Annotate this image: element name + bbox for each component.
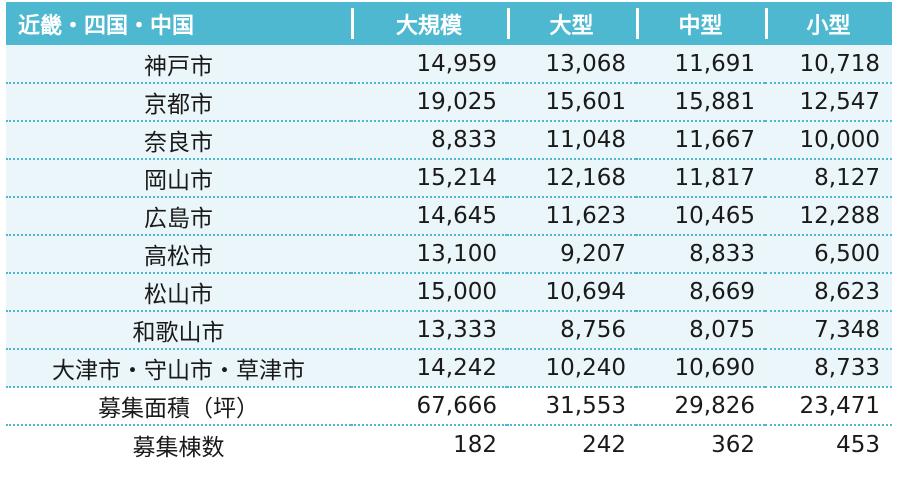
cell-large: 11,048: [507, 121, 636, 160]
cell-medium: 11,667: [636, 121, 765, 160]
header-small: 小型: [765, 2, 892, 45]
row-name: 奈良市: [6, 121, 351, 160]
cell-small: 23,471: [765, 387, 892, 426]
cell-large-scale: 8,833: [351, 121, 507, 160]
cell-small: 10,718: [765, 45, 892, 84]
table-row: 高松市 13,100 9,207 8,833 6,500: [6, 235, 892, 274]
cell-small: 8,733: [765, 349, 892, 388]
cell-medium: 8,833: [636, 235, 765, 274]
table-row: 大津市・守山市・草津市 14,242 10,240 10,690 8,733: [6, 349, 892, 388]
row-name: 高松市: [6, 235, 351, 274]
cell-large: 10,240: [507, 349, 636, 388]
cell-large: 8,756: [507, 311, 636, 350]
row-name: 京都市: [6, 83, 351, 122]
row-name: 神戸市: [6, 45, 351, 84]
cell-medium: 10,690: [636, 349, 765, 388]
cell-large-scale: 67,666: [351, 387, 507, 426]
table-row: 和歌山市 13,333 8,756 8,075 7,348: [6, 311, 892, 350]
row-name: 岡山市: [6, 159, 351, 198]
cell-large-scale: 13,100: [351, 235, 507, 274]
cell-large-scale: 182: [351, 425, 507, 463]
cell-large-scale: 13,333: [351, 311, 507, 350]
header-large: 大型: [507, 2, 636, 45]
cell-large-scale: 14,242: [351, 349, 507, 388]
cell-large: 13,068: [507, 45, 636, 84]
row-name: 募集棟数: [6, 425, 351, 463]
cell-small: 12,288: [765, 197, 892, 236]
cell-small: 8,623: [765, 273, 892, 312]
cell-medium: 11,691: [636, 45, 765, 84]
cell-large-scale: 14,959: [351, 45, 507, 84]
header-large-scale: 大規模: [351, 2, 507, 45]
table-row: 奈良市 8,833 11,048 11,667 10,000: [6, 121, 892, 160]
cell-small: 10,000: [765, 121, 892, 160]
cell-medium: 8,075: [636, 311, 765, 350]
cell-medium: 29,826: [636, 387, 765, 426]
cell-medium: 15,881: [636, 83, 765, 122]
table-row: 岡山市 15,214 12,168 11,817 8,127: [6, 159, 892, 198]
cell-medium: 11,817: [636, 159, 765, 198]
header-region: 近畿・四国・中国: [18, 13, 195, 39]
cell-large-scale: 15,214: [351, 159, 507, 198]
table-row: 神戸市 14,959 13,068 11,691 10,718: [6, 45, 892, 84]
cell-large: 12,168: [507, 159, 636, 198]
header-row: 近畿・四国・中国 大規模 大型 中型 小型: [6, 2, 892, 45]
cell-small: 8,127: [765, 159, 892, 198]
cell-large: 10,694: [507, 273, 636, 312]
table-row-total-area: 募集面積（坪） 67,666 31,553 29,826 23,471: [6, 387, 892, 426]
cell-large: 11,623: [507, 197, 636, 236]
row-name: 和歌山市: [6, 311, 351, 350]
row-name: 募集面積（坪）: [6, 387, 351, 426]
cell-small: 453: [765, 425, 892, 463]
table-row: 京都市 19,025 15,601 15,881 12,547: [6, 83, 892, 122]
header-medium: 中型: [636, 2, 765, 45]
data-table: 近畿・四国・中国 大規模 大型 中型 小型 神戸市 14,959 13,068 …: [6, 2, 892, 463]
row-name: 大津市・守山市・草津市: [6, 349, 351, 388]
cell-medium: 8,669: [636, 273, 765, 312]
cell-small: 6,500: [765, 235, 892, 274]
cell-large: 9,207: [507, 235, 636, 274]
table-row: 松山市 15,000 10,694 8,669 8,623: [6, 273, 892, 312]
cell-large: 15,601: [507, 83, 636, 122]
table-row-building-count: 募集棟数 182 242 362 453: [6, 425, 892, 463]
row-name: 広島市: [6, 197, 351, 236]
cell-medium: 10,465: [636, 197, 765, 236]
cell-large-scale: 15,000: [351, 273, 507, 312]
table-row: 広島市 14,645 11,623 10,465 12,288: [6, 197, 892, 236]
row-name: 松山市: [6, 273, 351, 312]
cell-large-scale: 19,025: [351, 83, 507, 122]
cell-large: 31,553: [507, 387, 636, 426]
cell-small: 7,348: [765, 311, 892, 350]
cell-large-scale: 14,645: [351, 197, 507, 236]
cell-small: 12,547: [765, 83, 892, 122]
cell-large: 242: [507, 425, 636, 463]
cell-medium: 362: [636, 425, 765, 463]
